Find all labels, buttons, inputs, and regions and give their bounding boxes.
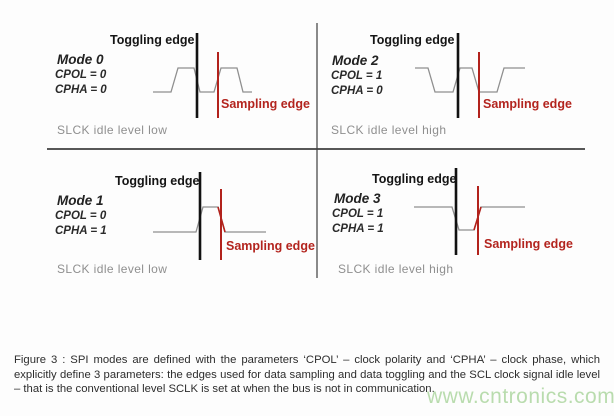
sampling-edge-label-mode-3: Sampling edge [484, 237, 573, 251]
mode-1-cpol-value: CPOL = 0 [55, 210, 107, 222]
mode-2-cpha-value: CPHA = 0 [331, 85, 383, 97]
mode-1-label: Mode 1 [57, 193, 104, 208]
waveform-mode-1 [153, 172, 266, 260]
idle-level-label-mode-0: SLCK idle level low [57, 123, 168, 137]
mode-0-cpha-value: CPHA = 0 [55, 84, 107, 96]
toggling-edge-label-mode-3: Toggling edge [372, 172, 457, 186]
mode-3-label: Mode 3 [334, 191, 381, 206]
mode-3-cpha-value: CPHA = 1 [332, 223, 384, 235]
idle-level-label-mode-2: SLCK idle level high [331, 123, 447, 137]
toggling-edge-label-mode-0: Toggling edge [110, 33, 195, 47]
watermark-text: www.cntronics.com [427, 385, 614, 408]
waveform-mode-2 [415, 33, 525, 118]
sampling-edge-label-mode-0: Sampling edge [221, 97, 310, 111]
mode-3-cpol-value: CPOL = 1 [332, 208, 384, 220]
waveform-mode-3 [414, 168, 525, 255]
mode-1-cpha-value: CPHA = 1 [55, 225, 107, 237]
toggling-edge-label-mode-1: Toggling edge [115, 174, 200, 188]
mode-0-cpol-value: CPOL = 0 [55, 69, 107, 81]
waveform-mode-0 [153, 33, 252, 118]
mode-0-label: Mode 0 [57, 52, 104, 67]
sampling-edge-label-mode-1: Sampling edge [226, 239, 315, 253]
idle-level-label-mode-1: SLCK idle level low [57, 262, 168, 276]
toggling-edge-label-mode-2: Toggling edge [370, 33, 455, 47]
figure-caption: Figure 3 : SPI modes are defined with th… [14, 354, 600, 396]
idle-level-label-mode-3: SLCK idle level high [338, 262, 454, 276]
mode-2-cpol-value: CPOL = 1 [331, 70, 383, 82]
mode-2-label: Mode 2 [332, 53, 379, 68]
sampling-edge-label-mode-2: Sampling edge [483, 97, 572, 111]
